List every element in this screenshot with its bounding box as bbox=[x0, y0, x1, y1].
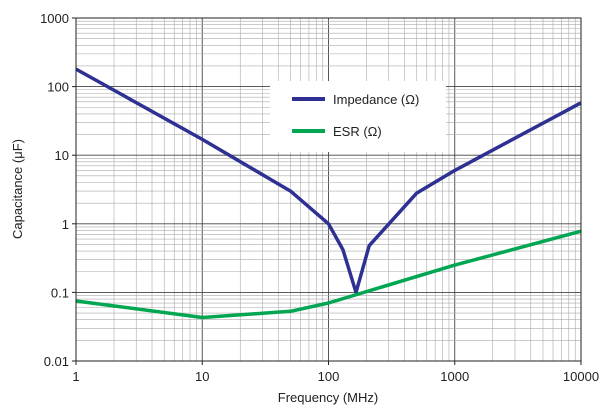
x-tick-label: 10 bbox=[195, 369, 209, 384]
x-tick-label: 10000 bbox=[563, 369, 599, 384]
y-tick-label: 100 bbox=[47, 80, 69, 95]
x-tick-label: 1000 bbox=[440, 369, 469, 384]
y-tick-label: 0.1 bbox=[51, 285, 69, 300]
y-tick-label: 1000 bbox=[40, 11, 69, 26]
y-tick-label: 0.01 bbox=[44, 354, 69, 369]
impedance-line bbox=[75, 67, 582, 295]
series-layer bbox=[75, 67, 582, 320]
x-tick-label: 1 bbox=[72, 369, 79, 384]
tick-labels: 1 10 100 1000 10000 0.01 0.1 1 10 100 1000 bbox=[40, 11, 599, 384]
legend: Impedance (Ω) ESR (Ω) bbox=[270, 81, 446, 152]
y-axis-title: Capacitance (μF) bbox=[10, 139, 25, 239]
legend-label-esr: ESR (Ω) bbox=[333, 124, 382, 139]
y-tick-label: 10 bbox=[55, 148, 69, 163]
grid bbox=[75, 18, 581, 362]
esr-line bbox=[75, 229, 582, 320]
x-axis-title: Frequency (MHz) bbox=[278, 390, 378, 405]
y-tick-label: 1 bbox=[62, 217, 69, 232]
x-tick-label: 100 bbox=[318, 369, 340, 384]
legend-label-impedance: Impedance (Ω) bbox=[333, 92, 419, 107]
legend-box bbox=[270, 81, 446, 152]
